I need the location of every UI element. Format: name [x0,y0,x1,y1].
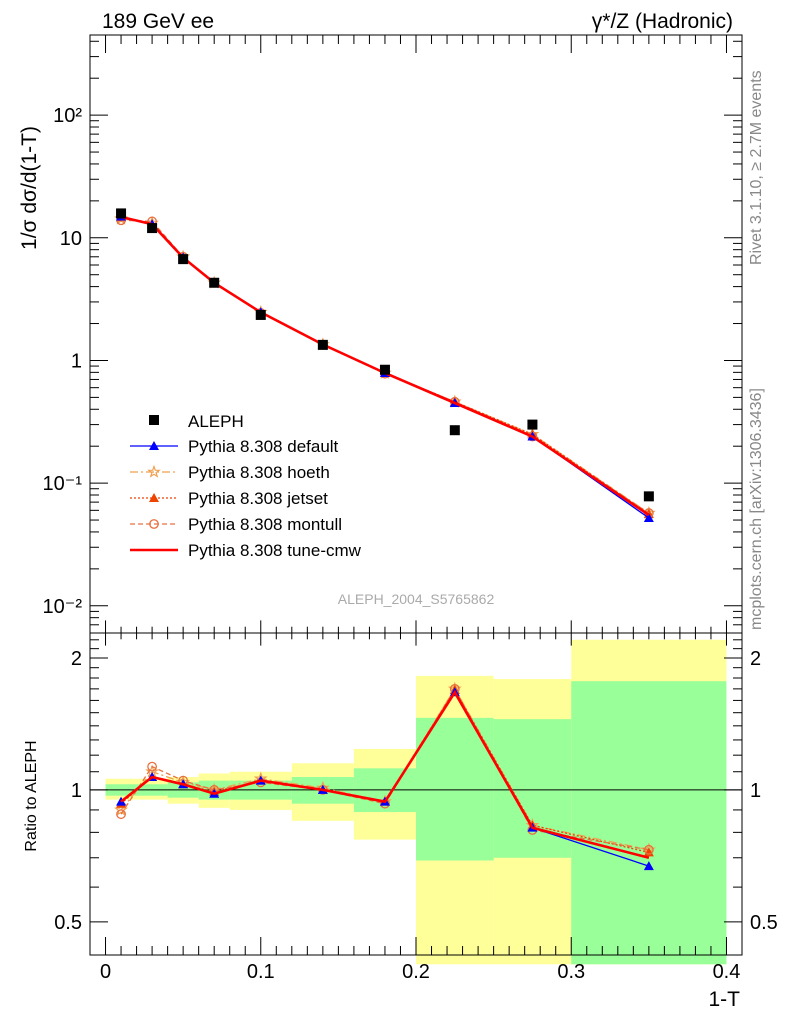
rivet-label: Rivet 3.1.10, ≥ 2.7M events [748,70,765,265]
legend-label-aleph: ALEPH [188,412,244,431]
ratio-ytick-label: 1 [71,780,82,802]
main-ytick-label: 10⁻¹ [43,473,83,495]
legend-label-cmw: Pythia 8.308 tune-cmw [188,541,362,560]
analysis-watermark: ALEPH_2004_S5765862 [338,591,495,607]
ratio-line-hoeth [120,687,650,851]
ratio-plot-frame [89,632,743,956]
ratio-point-montull [147,761,157,772]
data-point-aleph [317,339,328,350]
ratio-point-hoeth [114,802,128,816]
xtick-label: 0.3 [557,961,585,983]
ratio-ytick-label-right: 0.5 [750,912,778,934]
legend-label-montull: Pythia 8.308 montull [188,515,342,534]
inner-band-9 [571,681,727,965]
ratio-ytick-label-right: 1 [750,780,761,802]
data-point-aleph [147,223,158,234]
ratio-ytick-label: 0.5 [54,912,82,934]
inner-band-7 [416,717,494,861]
legend-marker-jetset [149,493,159,502]
legend-marker-aleph [149,415,159,425]
ratio-point-montull [116,809,126,820]
main-series-layer [114,208,656,522]
data-point-aleph [255,309,266,320]
mcplots-label: mcplots.cern.ch [arXiv:1306.3436] [748,388,765,630]
x-axis-title: 1-T [709,988,741,1011]
data-point-aleph [643,491,654,502]
xtick-label: 0.2 [402,961,430,983]
energy-label: 189 GeV ee [102,10,214,33]
ratio-axis-title: Ratio to ALEPH [23,740,40,851]
series-line-cmw [120,215,650,517]
main-ytick-label: 10² [53,105,82,127]
y-axis-title: 1/σ dσ/d(1-T) [18,126,41,250]
legend-label-hoeth: Pythia 8.308 hoeth [188,463,330,482]
legend: ALEPH Pythia 8.308 default Pythia 8.308 ho… [130,412,362,560]
xtick-label: 0.4 [713,961,741,983]
main-ytick-label: 1 [71,350,82,372]
main-ytick-label: 10 [60,228,82,250]
data-point-aleph [379,364,390,375]
ratio-line-cmw [120,689,650,860]
xtick-label: 0 [100,961,111,983]
process-label: γ*/Z (Hadronic) [592,10,733,33]
point-default [643,512,654,522]
legend-label-jetset: Pythia 8.308 jetset [188,489,328,508]
series-line-jetset [120,216,650,515]
legend-marker-default [149,441,159,450]
ratio-point-montull [643,844,654,855]
ratio-ytick-label: 2 [71,648,82,670]
ratio-series-layer [114,681,656,871]
main-axis-ticks: 10⁻² 10⁻¹ 1 10 10² 0 0.1 0.2 0.3 0.4 0.5 0.5 1 1 2 2 [43,35,778,983]
ratio-point-jetset [643,847,654,857]
xtick-label: 0.1 [247,961,275,983]
legend-label-default: Pythia 8.308 default [188,437,339,456]
main-ytick-label: 10⁻² [43,596,83,618]
legend-marker-hoeth [147,464,161,478]
ratio-point-default [643,861,654,871]
ratio-ytick-label-right: 2 [750,648,761,670]
ratio-uncertainty-bands [90,639,742,965]
data-point-aleph [527,419,538,430]
legend-marker-montull [149,519,159,529]
data-point-aleph [116,208,127,219]
data-point-aleph [449,425,460,436]
data-point-aleph [209,277,220,288]
data-point-aleph [178,254,189,265]
